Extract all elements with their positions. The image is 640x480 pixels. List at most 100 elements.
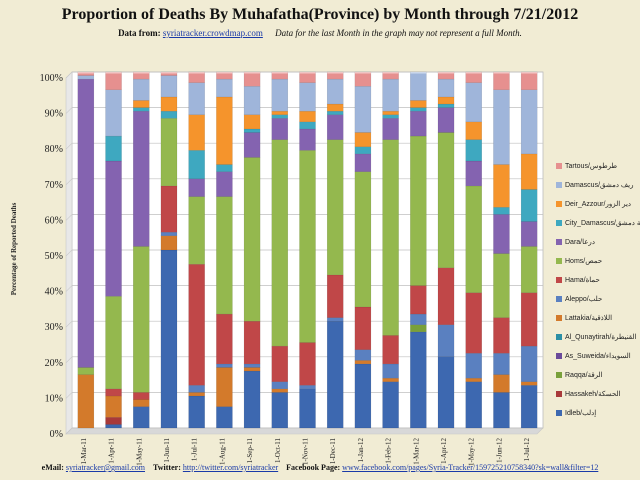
bar-segment (105, 160, 122, 297)
bar-segment (160, 235, 178, 251)
legend-label: Deir_Azzour/دير الزور (565, 200, 631, 208)
bar-cap (299, 72, 316, 74)
bar-segment (437, 267, 455, 325)
chart-title: Proportion of Deaths By Muhafatha(Provin… (61, 6, 579, 23)
bar-segment (382, 377, 399, 382)
bar-segment (410, 285, 427, 315)
email-label: eMail: (41, 463, 64, 472)
legend-label: Tartous/طرطوس (565, 162, 618, 170)
bar-segment (326, 110, 344, 115)
bar-segment (105, 71, 122, 90)
bar-segment (160, 231, 178, 236)
bar-segment (243, 114, 261, 130)
bar-segment (465, 381, 482, 429)
x-tick-label: 1-Mar-12 (412, 438, 420, 465)
bar-segment (326, 114, 344, 140)
bar-segment (216, 367, 233, 407)
bar-segment (354, 132, 372, 147)
bar-segment (105, 417, 122, 425)
bar-segment (410, 135, 427, 286)
bar-segment (465, 353, 482, 379)
y-tick-label: 70% (45, 180, 63, 191)
bar-segment (493, 71, 510, 90)
legend-swatch (556, 334, 562, 340)
bar-segment (216, 363, 233, 368)
bar-segment (465, 160, 482, 187)
bar-segment (133, 392, 150, 400)
y-tick-label: 40% (45, 287, 63, 298)
bar-cap (521, 72, 538, 74)
x-tick-label: 1-Jul-11 (191, 438, 199, 462)
legend-swatch (556, 163, 562, 169)
bar-segment (299, 388, 316, 429)
bar-segment (133, 107, 150, 112)
bar-segment (326, 103, 344, 112)
bar-segment (160, 96, 178, 112)
y-tick-label: 0% (50, 429, 63, 440)
x-tick-label: 1-Jun-12 (495, 438, 503, 463)
bar-segment (160, 75, 178, 98)
legend-swatch (556, 239, 562, 245)
bar-cap (327, 72, 344, 74)
bar-segment (243, 370, 261, 429)
bar-segment (437, 78, 455, 98)
twitter-link[interactable]: http://twitter.com/syriatracker (182, 463, 279, 472)
bar-segment (465, 82, 482, 123)
bar-segment (410, 313, 427, 325)
bar-segment (520, 381, 538, 386)
email-link[interactable]: syriatracker@gmail.com (65, 463, 146, 472)
x-tick-label: 1-Apr-11 (108, 438, 116, 464)
legend-label: As_Suweida/السويداء (565, 352, 631, 360)
data-note: Data for the last Month in the graph may… (275, 28, 522, 38)
bar-segment (354, 306, 372, 350)
x-tick-label: 1-Apr-12 (440, 438, 448, 464)
bar-segment (216, 96, 233, 165)
bar-segment (437, 356, 455, 429)
bar-segment (243, 86, 261, 115)
gridline-side (65, 249, 73, 257)
bar-segment (160, 118, 178, 187)
facebook-link[interactable]: www.facebook.com/pages/Syria-Tracker/159… (342, 463, 599, 472)
legend-swatch (556, 372, 562, 378)
gridline-side (65, 71, 73, 79)
bar-segment (271, 114, 289, 119)
bar-segment (216, 406, 233, 429)
bar-segment (160, 110, 178, 119)
bar-segment (105, 135, 122, 162)
bar-segment (105, 388, 122, 397)
x-tick-label: 1-Sep-11 (246, 438, 254, 464)
bar-segment (271, 381, 289, 390)
gridline-side (65, 285, 73, 292)
bar-segment (354, 86, 372, 133)
data-from-label: Data from: (118, 28, 161, 38)
bar-segment (299, 121, 316, 130)
bar-cap (465, 72, 482, 74)
bar-cap (271, 72, 288, 74)
bar-segment (133, 78, 150, 101)
bar-segment (326, 274, 344, 318)
bar-segment (354, 146, 372, 155)
chart-subtitle: Data from: syriatracker.crowdmap.com Dat… (0, 28, 640, 38)
x-tick-label: 1-Oct-11 (274, 438, 282, 464)
legend-label: City_Damascus/مدينة دمشق (565, 220, 640, 227)
bar-segment (271, 388, 289, 393)
legend-swatch (556, 315, 562, 321)
bar-segment (243, 132, 261, 158)
bar-segment (299, 71, 316, 83)
bar-segment (105, 296, 122, 390)
gridline-side (65, 392, 73, 399)
bar-segment (105, 424, 122, 429)
bar-segment (216, 196, 233, 315)
data-source-link[interactable]: syriatracker.crowdmap.com (162, 28, 263, 38)
y-tick-label: 30% (45, 322, 63, 333)
y-tick-label: 100% (40, 73, 63, 84)
y-tick-label: 80% (45, 144, 63, 155)
x-tick-label: 1-Jul-12 (523, 438, 531, 462)
bar-segment (133, 110, 150, 247)
bar-cap (188, 72, 205, 74)
facebook-label: Facebook Page: (286, 463, 341, 472)
bar-segment (243, 128, 261, 133)
legend-swatch (556, 258, 562, 264)
bar-segment (243, 71, 261, 87)
bar-segment (354, 349, 372, 361)
